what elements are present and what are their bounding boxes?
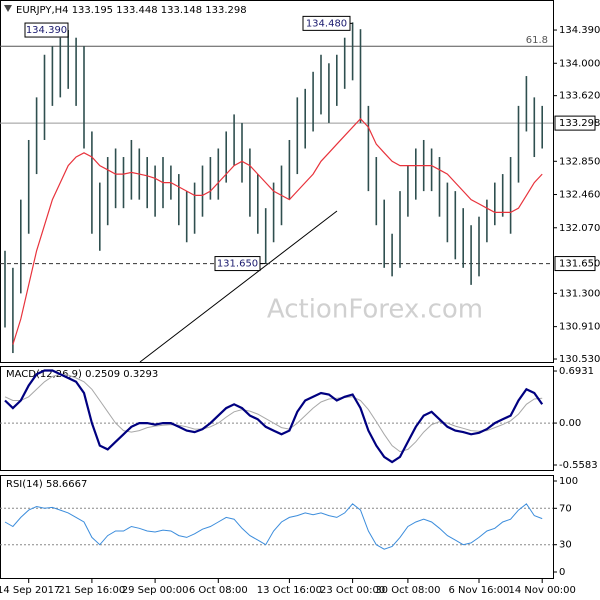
annotation-label: 134.480: [306, 18, 347, 29]
y-tick-label: 0.00: [559, 418, 581, 429]
macd-title: MACD(12,26,9) 0.2509 0.3293: [6, 369, 158, 380]
x-tick-label: 6 Nov 16:00: [448, 585, 509, 596]
y-tick-label: -0.5583: [559, 460, 598, 471]
line: [4, 373, 543, 453]
watermark: ActionForex.com: [267, 295, 483, 325]
y-tick-label: 100: [559, 476, 578, 487]
line: [4, 369, 544, 464]
symbol-icon: [4, 5, 12, 12]
y-tick-label: 132.070: [559, 223, 600, 234]
macd-panel: [0, 366, 554, 471]
x-tick-label: 30 Oct 08:00: [375, 585, 440, 596]
price-title: EURJPY,H4 133.195 133.448 133.148 133.29…: [16, 5, 247, 16]
x-tick-label: 23 Oct 00:00: [320, 585, 385, 596]
level-label: 131.650: [559, 259, 600, 270]
fib-label: 61.8: [526, 35, 548, 46]
x-tick-label: 14 Sep 2017: [0, 585, 60, 596]
y-tick-label: 30: [559, 540, 572, 551]
annotation-label: 134.390: [26, 25, 67, 36]
level-label: 133.298: [559, 118, 600, 129]
y-tick-label: 134.000: [559, 58, 600, 69]
x-tick-label: 21 Sep 16:00: [59, 585, 126, 596]
y-tick-label: 134.390: [559, 25, 600, 36]
x-tick-label: 13 Oct 16:00: [257, 585, 322, 596]
y-tick-label: 133.620: [559, 91, 600, 102]
y-tick-label: 131.300: [559, 288, 600, 299]
annotation-box: [214, 256, 261, 272]
y-tick-label: 0: [559, 567, 565, 578]
level-box: [554, 115, 596, 131]
annotation-box: [302, 15, 351, 31]
y-tick-label: 132.460: [559, 190, 600, 201]
line: [4, 503, 543, 550]
rsi-title: RSI(14) 58.6667: [6, 479, 87, 490]
x-tick-label: 6 Oct 08:00: [189, 585, 248, 596]
trendline: [139, 210, 338, 363]
y-tick-label: 130.910: [559, 322, 600, 333]
y-tick-label: 70: [559, 503, 572, 514]
annotation-box: [24, 22, 69, 38]
y-tick-label: 0.6931: [559, 366, 594, 377]
rsi-panel: [0, 475, 554, 579]
annotation-label: 131.650: [217, 259, 258, 270]
price-panel: [0, 0, 554, 363]
y-tick-label: 130.530: [559, 354, 600, 365]
y-tick-label: 132.850: [559, 156, 600, 167]
x-tick-label: 29 Sep 00:00: [122, 585, 189, 596]
level-box: [554, 256, 596, 272]
line: [12, 117, 543, 345]
x-tick-label: 14 Nov 00:00: [508, 585, 575, 596]
